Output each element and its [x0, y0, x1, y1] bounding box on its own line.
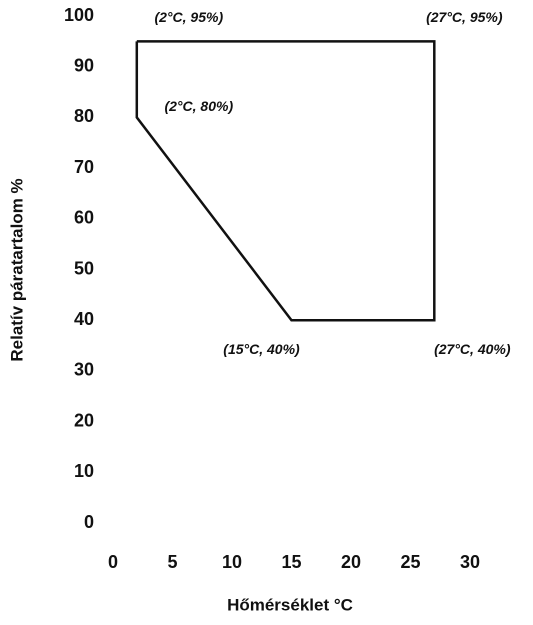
y-tick-label: 0	[84, 512, 94, 532]
y-tick-label: 20	[74, 410, 94, 430]
x-tick-label: 0	[108, 552, 118, 572]
y-tick-label: 40	[74, 309, 94, 329]
x-axis-label: Hőmérséklet °C	[227, 595, 353, 614]
y-tick-label: 100	[64, 5, 94, 25]
y-tick-label: 50	[74, 258, 94, 278]
point-annotation: (27°C, 40%)	[434, 341, 511, 357]
y-tick-label: 80	[74, 106, 94, 126]
x-tick-label: 5	[167, 552, 177, 572]
point-annotation: (2°C, 80%)	[164, 98, 233, 114]
point-annotation: (2°C, 95%)	[154, 9, 223, 25]
y-tick-label: 60	[74, 208, 94, 228]
point-annotation: (27°C, 95%)	[426, 9, 503, 25]
x-tick-label: 10	[222, 552, 242, 572]
x-tick-label: 15	[281, 552, 301, 572]
y-tick-label: 10	[74, 461, 94, 481]
x-tick-label: 20	[341, 552, 361, 572]
x-tick-label: 25	[400, 552, 420, 572]
x-tick-label: 30	[460, 552, 480, 572]
y-axis-label: Relatív páratartalom %	[7, 178, 26, 361]
y-tick-label: 30	[74, 360, 94, 380]
range-outline	[135, 40, 436, 322]
point-annotation: (15°C, 40%)	[223, 341, 300, 357]
y-tick-label: 70	[74, 157, 94, 177]
y-tick-label: 90	[74, 55, 94, 75]
